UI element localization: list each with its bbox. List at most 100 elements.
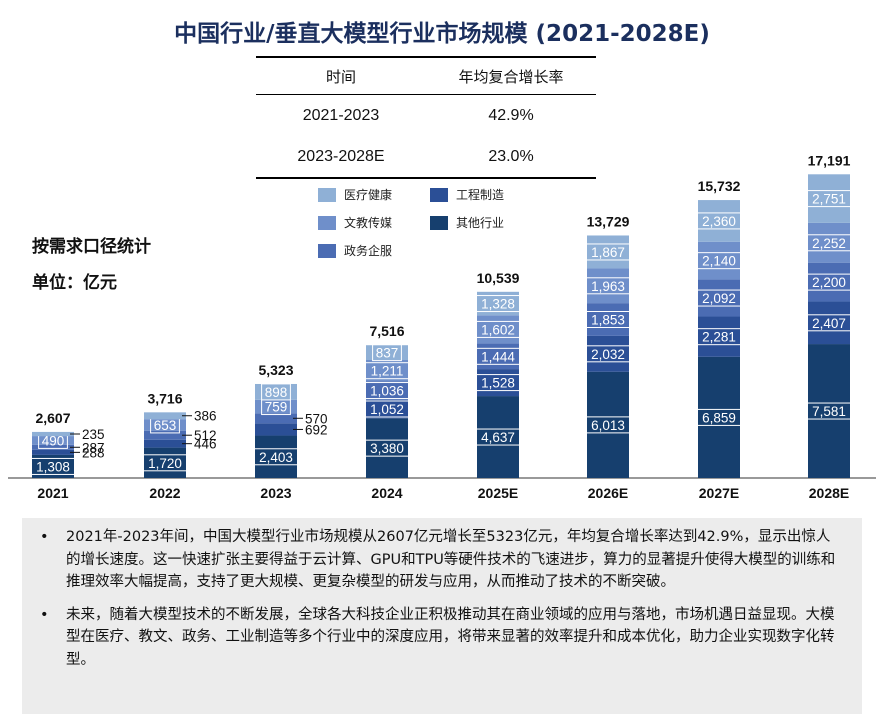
bar-segment [32, 449, 74, 455]
segment-value-label: 2,403 [259, 450, 293, 465]
bar-segment [808, 301, 850, 345]
legend-label: 政务企服 [344, 244, 393, 258]
bar-total-label: 2,607 [35, 410, 70, 426]
bar-segment [366, 345, 408, 361]
legend-label: 文教传媒 [344, 216, 393, 230]
cagr-rate: 42.9% [488, 106, 534, 124]
category-label: 2022 [149, 485, 180, 501]
segment-value-label: 759 [265, 400, 288, 415]
bar-total-label: 10,539 [477, 270, 520, 286]
bar-segment [144, 430, 186, 440]
bar-total-label: 13,729 [587, 213, 630, 229]
bar-segment [255, 435, 297, 478]
segment-value-label: 1,052 [370, 402, 404, 417]
category-label: 2021 [37, 485, 68, 501]
segment-value-label: 898 [265, 385, 288, 400]
segment-label-box [696, 289, 742, 307]
callout-value-label: 287 [82, 440, 105, 455]
bar-segment [32, 436, 74, 445]
category-label: 2024 [371, 485, 402, 501]
category-label: 2025E [478, 485, 518, 501]
cagr-header-rate: 年均复合增长率 [458, 67, 564, 86]
category-label: 2028E [809, 485, 849, 501]
segment-value-label: 2,360 [702, 214, 736, 229]
bar-segment [255, 423, 297, 436]
segment-label-box [806, 190, 852, 208]
callout-value-label: 446 [194, 437, 217, 452]
segment-label-box [696, 408, 742, 426]
note-text: 未来，随着大模型技术的不断发展，全球各大科技企业正积极推动其在商业领域的应用与落… [66, 606, 835, 668]
callout-value-label: 512 [194, 428, 217, 443]
segment-value-label: 1,211 [371, 364, 404, 379]
bar-segment [144, 419, 186, 431]
bar-segment [32, 454, 74, 478]
stacked-bar-chart: 1,308 490 2,607 2021 1,720 653 3,716 2022 2,403 7… [8, 152, 876, 501]
segment-value-label: 4,637 [481, 430, 515, 445]
legend-swatch [318, 187, 336, 202]
bar-total-label: 7,516 [369, 323, 404, 339]
segment-value-label: 837 [376, 346, 399, 361]
bar-segment [32, 431, 74, 437]
callout-value-label: 386 [194, 409, 217, 424]
cagr-rate: 23.0% [488, 147, 534, 165]
cagr-header-period: 时间 [325, 67, 356, 86]
cagr-period: 2023-2028E [297, 147, 385, 165]
callout-value-label: 692 [305, 422, 328, 437]
segment-value-label: 1,853 [591, 313, 625, 328]
note-item: • 未来，随着大模型技术的不断发展，全球各大科技企业正积极推动其在商业领域的应用… [40, 604, 844, 672]
cagr-period: 2021-2023 [302, 106, 380, 124]
cagr-table-row: 2021-2023 42.9% [256, 95, 596, 136]
bar-segment [366, 360, 408, 382]
segment-label-box [585, 311, 631, 329]
category-label: 2026E [588, 485, 628, 501]
segment-label-box [806, 402, 852, 420]
bar-segment [477, 315, 519, 344]
legend-item-education-media: 文教传媒 [318, 214, 392, 231]
bar-total-label: 15,732 [698, 178, 741, 194]
bar-segment [366, 418, 408, 478]
segment-value-label: 6,013 [591, 418, 625, 433]
bar-segment [587, 235, 629, 269]
segment-label-box [261, 383, 291, 401]
segment-label-box [372, 344, 402, 362]
segment-value-label: 6,859 [702, 410, 736, 425]
legend-swatch [318, 243, 336, 258]
segment-value-label: 1,308 [36, 459, 70, 474]
bar-segment [808, 174, 850, 223]
bar-total-label: 5,323 [258, 362, 293, 378]
unit-note: 单位：亿元 [32, 273, 117, 293]
bar-segment [144, 412, 186, 420]
segment-value-label: 2,281 [702, 330, 736, 345]
cagr-table-row: 2023-2028E 23.0% [256, 136, 596, 179]
segment-label-box [475, 374, 521, 392]
segment-label-box [806, 314, 852, 332]
legend-label: 医疗健康 [344, 188, 393, 202]
bar-segment [808, 344, 850, 478]
segment-label-box [364, 382, 410, 400]
category-label: 2027E [699, 485, 739, 501]
segment-value-label: 2,407 [812, 316, 846, 331]
segment-label-box [585, 243, 631, 261]
bar-segment [698, 279, 740, 317]
segment-value-label: 2,032 [591, 347, 625, 362]
segment-value-label: 2,092 [702, 291, 736, 306]
legend-swatch [430, 187, 448, 202]
segment-value-label: 3,380 [370, 441, 404, 456]
segment-label-box [364, 400, 410, 418]
bar-segment [587, 335, 629, 372]
bar-segment [477, 396, 519, 478]
cagr-table: 时间 年均复合增长率 2021-2023 42.9% 2023-2028E 23… [256, 56, 596, 179]
bar-segment [144, 439, 186, 448]
bar-segment [477, 369, 519, 397]
segment-label-box [30, 457, 76, 475]
bar-segment [587, 371, 629, 478]
segment-value-label: 2,140 [702, 254, 736, 269]
segment-label-box [696, 252, 742, 270]
legend-item-government: 政务企服 [318, 242, 392, 259]
legend-item-other: 其他行业 [430, 214, 504, 231]
bar-segment [698, 200, 740, 242]
bar-segment [808, 222, 850, 263]
bar-segment [808, 262, 850, 302]
bar-segment [477, 291, 519, 316]
segment-label-box [696, 328, 742, 346]
